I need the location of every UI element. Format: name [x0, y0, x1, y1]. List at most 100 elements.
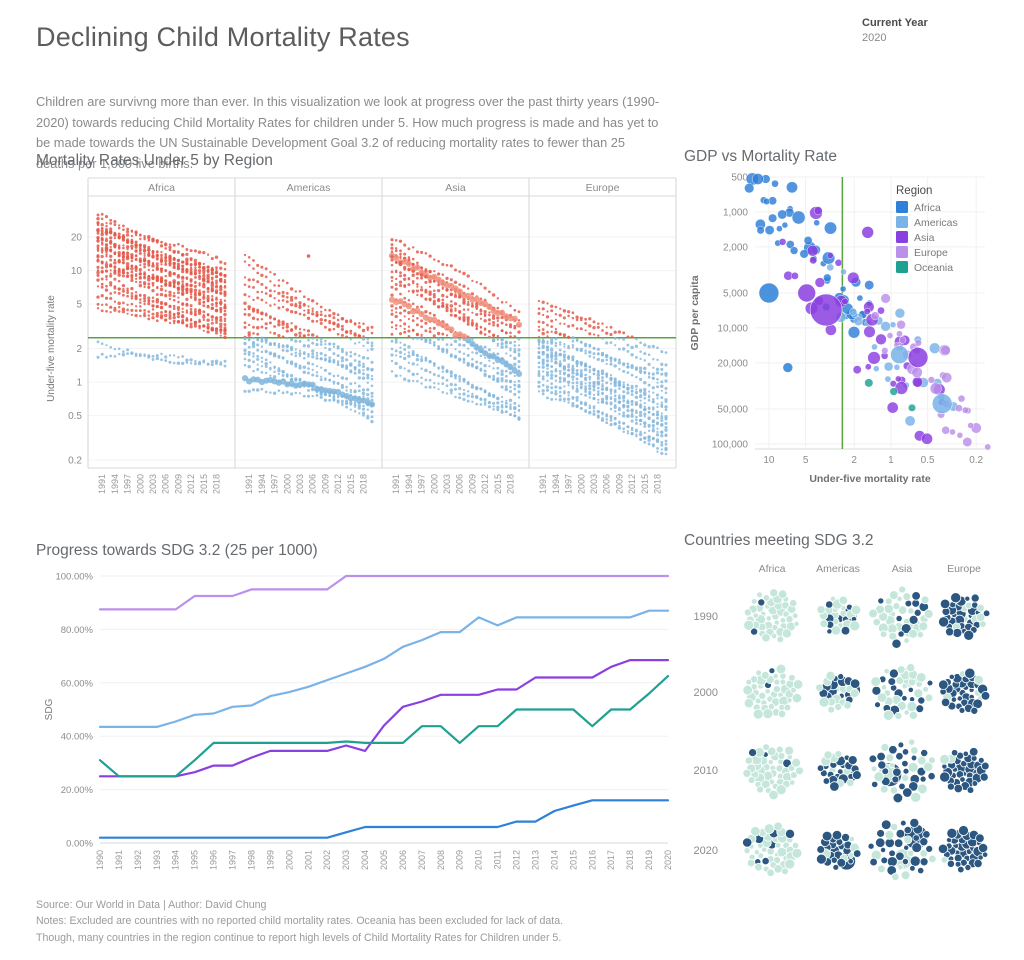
svg-text:Region: Region — [896, 185, 932, 197]
svg-text:60.00%: 60.00% — [61, 678, 94, 689]
c1-outlier-point[interactable] — [306, 254, 311, 258]
svg-text:Europe: Europe — [586, 182, 620, 194]
c4-cluster-africa-2000[interactable] — [742, 663, 804, 720]
c1-points-americas[interactable] — [241, 253, 376, 424]
c3-line-asia[interactable] — [98, 658, 670, 778]
svg-text:1994: 1994 — [257, 474, 267, 494]
svg-text:5: 5 — [803, 455, 809, 466]
c2-country-bubbles[interactable] — [744, 172, 992, 451]
c4-cluster-europe-2000[interactable] — [938, 667, 991, 715]
svg-text:2000: 2000 — [284, 850, 294, 870]
c2-region-legend[interactable]: Region Africa Americas Asia Europe Oceania — [896, 185, 958, 274]
svg-text:2020: 2020 — [663, 850, 673, 870]
c4-cluster-asia-2020[interactable] — [867, 817, 937, 882]
svg-text:2018: 2018 — [212, 474, 222, 494]
svg-text:2015: 2015 — [493, 474, 503, 494]
c1-points-asia[interactable] — [388, 238, 523, 421]
c4-cluster-asia-1990[interactable] — [868, 585, 934, 649]
svg-text:2011: 2011 — [493, 850, 503, 869]
svg-text:2015: 2015 — [568, 850, 578, 870]
gdp-vs-mortality-canvas[interactable]: 10 5 2 1 0.5 0.2 500 1,000 2,000 5,000 10,000 20,00… — [684, 170, 1022, 504]
c1-points-europe[interactable] — [537, 299, 668, 456]
svg-text:10: 10 — [71, 266, 83, 277]
chart-gdp-vs-mortality: GDP vs Mortality Rate 10 5 2 1 0.5 0.2 500 1,00… — [684, 148, 1024, 512]
c3-line-europe[interactable] — [98, 574, 670, 611]
c1-frame — [87, 177, 677, 469]
svg-text:2000: 2000 — [429, 474, 439, 494]
svg-text:2014: 2014 — [549, 850, 559, 870]
c4-cluster-americas-2010[interactable] — [816, 750, 862, 792]
progress-sdg-canvas[interactable]: 0.00% 20.00% 40.00% 60.00% 80.00% 100.00% 1990… — [36, 564, 686, 886]
svg-text:Americas: Americas — [287, 182, 331, 194]
c3-axes: 0.00% 20.00% 40.00% 60.00% 80.00% 100.00% 1990… — [44, 572, 673, 871]
c3-line-americas[interactable] — [98, 609, 670, 728]
svg-text:1: 1 — [76, 378, 82, 389]
c3-line-africa[interactable] — [98, 799, 670, 839]
page-title: Declining Child Mortality Rates — [36, 22, 410, 52]
c4-cluster-africa-2010[interactable] — [742, 743, 804, 801]
svg-text:2006: 2006 — [602, 474, 612, 494]
svg-text:2016: 2016 — [587, 850, 597, 870]
svg-text:5,000: 5,000 — [723, 289, 748, 300]
svg-text:Europe: Europe — [947, 563, 981, 575]
c1-panel-headers: Africa Americas Asia Europe — [148, 182, 620, 194]
c1-y-axis-title: Under-five mortality rate — [46, 295, 57, 402]
svg-text:10,000: 10,000 — [717, 323, 748, 334]
svg-text:2003: 2003 — [148, 474, 158, 494]
c4-cluster-europe-2020[interactable] — [937, 825, 989, 874]
page-title-wrap: Declining Child Mortality Rates — [36, 22, 410, 53]
footer-notes-2: Though, many countries in the region con… — [36, 931, 562, 944]
svg-text:2015: 2015 — [346, 474, 356, 494]
svg-text:2015: 2015 — [640, 474, 650, 494]
c4-cluster-africa-1990[interactable] — [743, 588, 800, 644]
svg-text:20.00%: 20.00% — [61, 785, 94, 796]
svg-text:1994: 1994 — [404, 474, 414, 494]
svg-text:2009: 2009 — [173, 474, 183, 494]
c4-column-headers: Africa Americas Asia Europe — [759, 563, 982, 575]
svg-text:5: 5 — [76, 300, 82, 311]
c4-cluster-americas-2020[interactable] — [815, 829, 862, 871]
svg-text:2018: 2018 — [653, 474, 663, 494]
svg-text:GDP per capita: GDP per capita — [689, 275, 701, 350]
svg-text:Under-five mortality rate: Under-five mortality rate — [809, 473, 931, 485]
svg-text:1994: 1994 — [171, 850, 181, 870]
svg-text:2017: 2017 — [606, 850, 616, 870]
countries-meeting-canvas[interactable]: Africa Americas Asia Europe 1990 2000 2010 2020 — [684, 554, 1022, 946]
svg-text:2012: 2012 — [512, 850, 522, 870]
c4-row-labels: 1990 2000 2010 2020 — [694, 611, 718, 857]
c4-cluster-africa-2020[interactable] — [742, 821, 803, 877]
c4-cluster-americas-1990[interactable] — [816, 595, 862, 636]
current-year-value[interactable]: 2020 — [862, 32, 887, 44]
svg-text:2015: 2015 — [199, 474, 209, 494]
current-year-parameter[interactable]: Current Year 2020 — [862, 17, 928, 44]
svg-text:2010: 2010 — [474, 850, 484, 870]
svg-text:1999: 1999 — [265, 850, 275, 870]
svg-text:1994: 1994 — [110, 474, 120, 494]
svg-text:10: 10 — [763, 455, 775, 466]
footer-notes: Notes: Excluded are countries with no re… — [36, 915, 564, 928]
c1-y-axis: 20 10 5 2 1 0.5 0.2 — [68, 233, 82, 467]
svg-text:SDG: SDG — [44, 698, 55, 720]
c4-cluster-americas-2000[interactable] — [815, 670, 861, 714]
svg-text:0.2: 0.2 — [68, 456, 82, 467]
svg-text:2010: 2010 — [694, 765, 718, 777]
svg-text:20,000: 20,000 — [717, 358, 748, 369]
svg-text:1991: 1991 — [538, 474, 548, 494]
svg-text:2005: 2005 — [379, 850, 389, 870]
svg-text:Americas: Americas — [914, 217, 958, 229]
svg-text:2006: 2006 — [161, 474, 171, 494]
c4-cluster-europe-2010[interactable] — [939, 747, 990, 794]
c4-cluster-asia-2010[interactable] — [868, 738, 936, 804]
c3-series-lines[interactable] — [98, 574, 670, 839]
c1-points-africa[interactable] — [96, 212, 227, 368]
svg-text:2012: 2012 — [627, 474, 637, 494]
mortality-by-region-canvas[interactable]: Africa Americas Asia Europe 20 10 5 2 1 0.5 0.2 Und… — [36, 174, 692, 510]
svg-text:1991: 1991 — [97, 474, 107, 494]
svg-text:2006: 2006 — [308, 474, 318, 494]
c4-cluster-asia-2000[interactable] — [870, 663, 934, 721]
c3-line-oceania[interactable] — [98, 674, 670, 778]
c4-cluster-europe-1990[interactable] — [938, 592, 991, 641]
svg-text:2019: 2019 — [644, 850, 654, 870]
chart-title-countries: Countries meeting SDG 3.2 — [684, 532, 874, 549]
c2-axes: 10 5 2 1 0.5 0.2 500 1,000 2,000 5,000 10,000 20,00… — [689, 173, 984, 486]
